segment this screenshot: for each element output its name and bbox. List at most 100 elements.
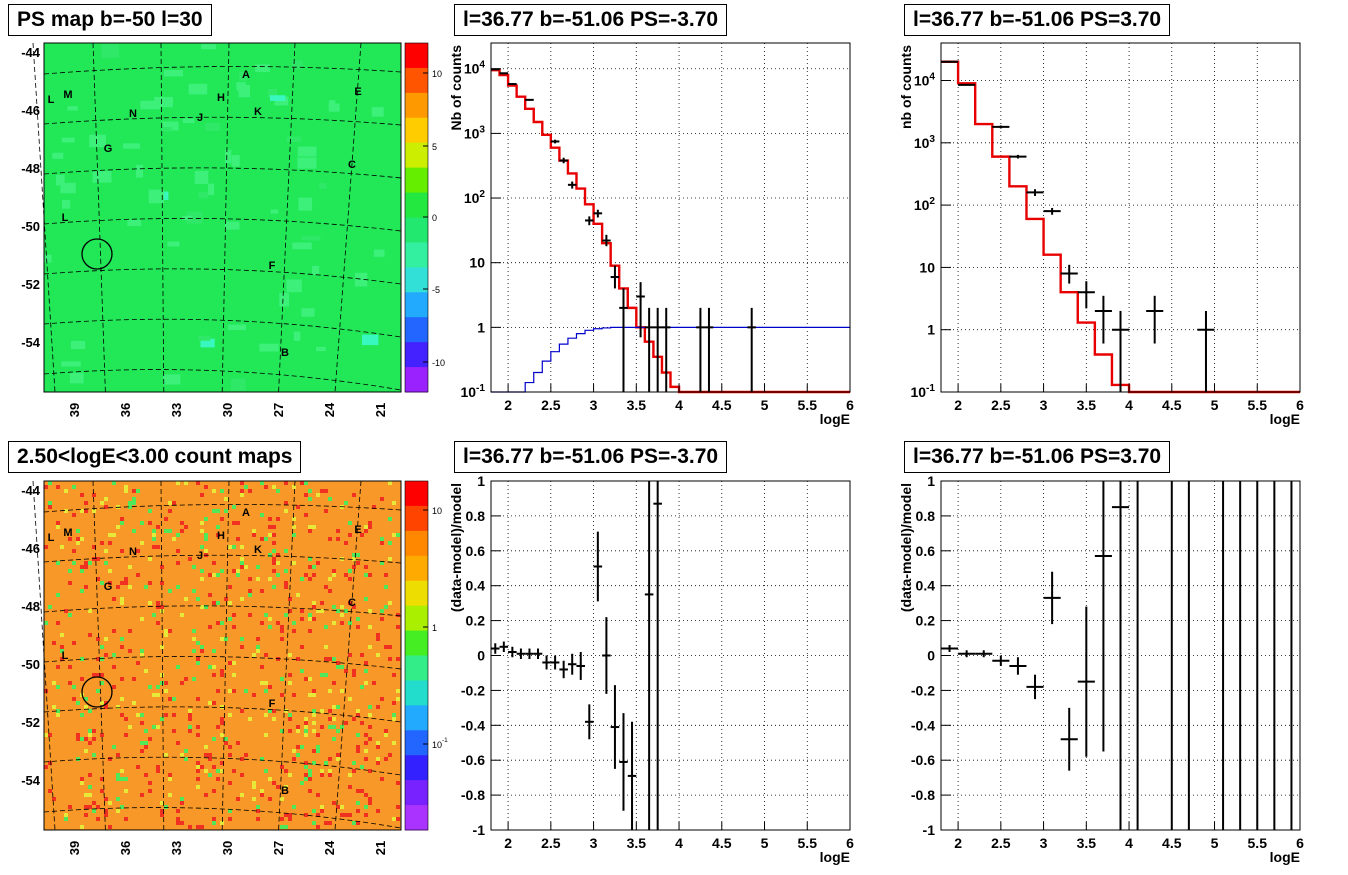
map-pixel — [316, 669, 320, 673]
map-pixel — [316, 529, 320, 533]
map-pixel — [292, 525, 296, 529]
map-pixel — [356, 617, 360, 621]
map-pixel — [256, 693, 260, 697]
map-pixels — [44, 481, 401, 830]
map-pixel — [348, 773, 352, 777]
map-pixel — [128, 725, 132, 729]
map-pixel — [88, 593, 92, 597]
map-pixel — [332, 521, 336, 525]
map-pixel — [268, 741, 272, 745]
map-pixel — [164, 681, 168, 685]
map-pixel — [308, 661, 312, 665]
map-pixel — [376, 493, 380, 497]
map-pixel — [220, 721, 224, 725]
map-pixel — [200, 521, 204, 525]
map-pixel — [56, 557, 60, 561]
map-pixel — [392, 701, 396, 705]
map-pixel — [288, 713, 292, 717]
colorbar-segment — [405, 167, 428, 194]
map-pixel — [356, 553, 360, 557]
map-pixel — [128, 585, 132, 589]
map-pixel — [360, 749, 364, 753]
map-pixel — [140, 741, 144, 745]
map-pixel — [232, 537, 236, 541]
source-label-N: N — [129, 546, 137, 558]
map-pixel — [156, 481, 160, 485]
map-pixel — [260, 793, 264, 797]
map-pixel — [44, 725, 48, 729]
map-grid-parallel — [43, 554, 402, 564]
map-pixel — [256, 817, 260, 821]
map-pixel — [340, 653, 344, 657]
map-pixel — [168, 793, 172, 797]
map-patch — [200, 338, 215, 348]
map-pixel — [140, 789, 144, 793]
map-pixel — [68, 689, 72, 693]
map-pixel — [120, 581, 124, 585]
map-pixel — [272, 757, 276, 761]
map-pixel — [240, 481, 244, 485]
map-pixel — [296, 545, 300, 549]
map-pixel — [316, 677, 320, 681]
y-tick-label: 104 — [464, 60, 486, 77]
map-pixel — [304, 705, 308, 709]
map-pixel — [320, 825, 324, 829]
map-pixel — [64, 641, 68, 645]
map-pixel — [344, 669, 348, 673]
y-tick-label: -0.4 — [911, 717, 935, 733]
map-pixel — [376, 757, 380, 761]
map-pixel — [144, 745, 148, 749]
map-pixel — [80, 661, 84, 665]
map-pixel — [84, 565, 88, 569]
map-pixel — [112, 533, 116, 537]
map-pixel — [292, 517, 296, 521]
map-pixel — [184, 581, 188, 585]
map-patch — [70, 340, 86, 350]
map-pixel — [340, 665, 344, 669]
map-pixel — [196, 825, 200, 829]
map-pixel — [220, 521, 224, 525]
map-pixel — [332, 677, 336, 681]
map-pixel — [220, 769, 224, 773]
map-pixel — [184, 525, 188, 529]
map-pixel — [388, 557, 392, 561]
map-pixel — [352, 753, 356, 757]
map-pixel — [216, 793, 220, 797]
y-tick-label: 10-1 — [460, 383, 485, 400]
x-tick-label: 5 — [1211, 397, 1219, 413]
map-pixel — [348, 533, 352, 537]
map-pixel — [284, 549, 288, 553]
map-pixel — [196, 725, 200, 729]
map-pixel — [308, 773, 312, 777]
map-pixel — [156, 733, 160, 737]
map-pixel — [232, 697, 236, 701]
count-map-title: 2.50<logE<3.00 count maps — [8, 441, 302, 473]
map-pixel — [196, 693, 200, 697]
map-pixel — [292, 561, 296, 565]
map-patch — [140, 100, 161, 110]
map-pixel — [312, 649, 316, 653]
map-pixel — [340, 745, 344, 749]
residual-neg-chart: 2 2.5 3 3.5 4 4.5 5 5.5 6-1-0.8-0.6-0.4-0.200.20… — [448, 473, 854, 865]
map-pixel — [300, 609, 304, 613]
map-pixel — [360, 777, 364, 781]
map-pixel — [48, 761, 52, 765]
map-pixel — [200, 605, 204, 609]
map-pixel — [328, 821, 332, 825]
map-patch — [328, 103, 340, 112]
map-pixel — [296, 789, 300, 793]
map-pixel — [180, 541, 184, 545]
y-tick-label: 0.2 — [916, 613, 936, 629]
map-pixel — [228, 769, 232, 773]
x-tick-label: 3.5 — [627, 835, 647, 851]
map-pixel — [316, 625, 320, 629]
map-pixel — [64, 509, 68, 513]
colorbar-segment — [405, 780, 428, 806]
map-pixel — [48, 613, 52, 617]
x-tick-label: 2.5 — [991, 397, 1011, 413]
map-pixel — [220, 781, 224, 785]
map-pixel — [128, 645, 132, 649]
map-pixel — [352, 669, 356, 673]
y-tick-label: 0 — [477, 648, 485, 664]
map-pixel — [344, 573, 348, 577]
